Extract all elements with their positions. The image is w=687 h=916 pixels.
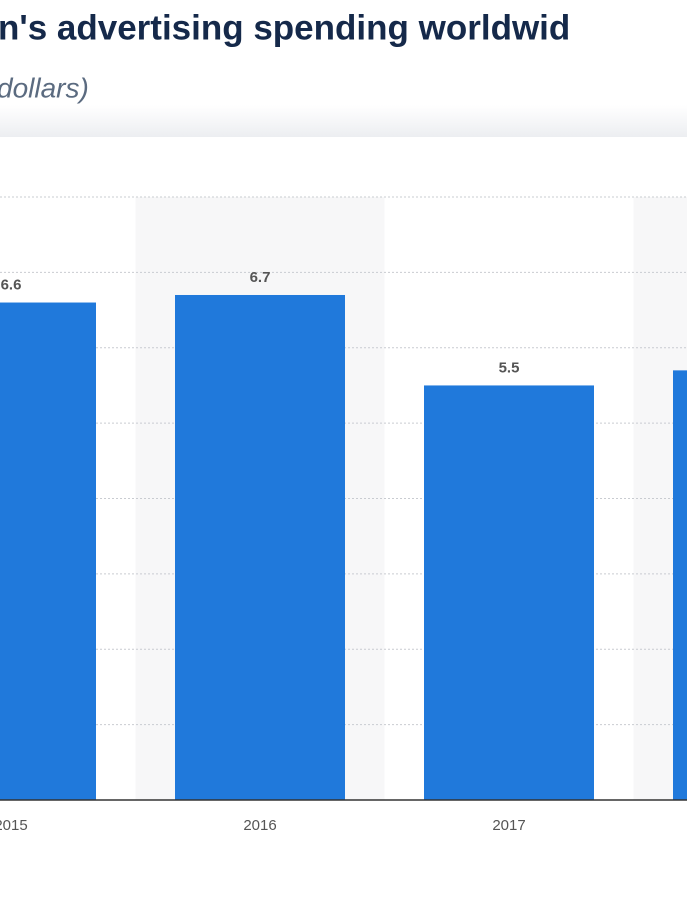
bar — [0, 302, 96, 800]
value-label: 5.5 — [499, 359, 520, 376]
bar — [424, 385, 594, 800]
chart-subtitle: dollars) — [0, 72, 89, 103]
bar — [175, 294, 345, 800]
bar — [673, 370, 687, 800]
chart-title: n's advertising spending worldwid — [0, 8, 570, 47]
x-tick-label: 2017 — [492, 817, 525, 834]
x-tick-label: 2016 — [243, 817, 276, 834]
value-label: 6.6 — [1, 276, 22, 293]
header-shadow — [0, 105, 687, 137]
x-tick-label: 2015 — [0, 817, 28, 834]
value-label: 6.7 — [250, 269, 271, 286]
